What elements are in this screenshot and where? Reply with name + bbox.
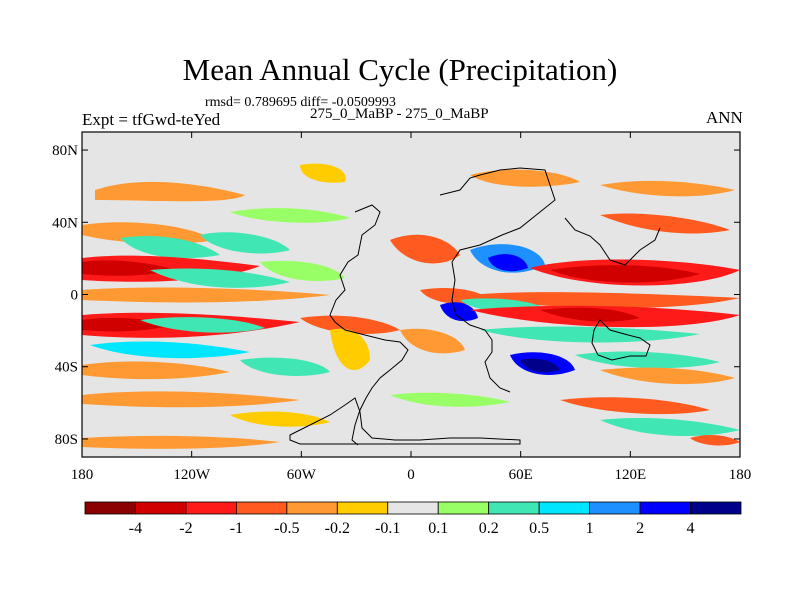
outline-americas	[329, 204, 409, 446]
colorbar-label: 0.1	[428, 520, 448, 537]
anomaly-blob	[82, 391, 300, 408]
map-plot: 180 120W 60W 0 60E 120E 180 80N 40N 0 40S 80S	[52, 131, 752, 483]
anomaly-blob	[200, 232, 290, 254]
lat-tick-label: 40N	[52, 215, 78, 231]
anomaly-blob	[600, 213, 730, 234]
anomaly-blob	[600, 418, 740, 436]
anomaly-blob	[390, 234, 460, 264]
colorbar-swatch	[639, 501, 691, 515]
colorbar-swatch	[235, 501, 288, 515]
longitude-axis: 180 120W 60W 0 60E 120E 180	[71, 132, 752, 483]
colorbar-label: 0.5	[529, 520, 549, 537]
colorbar-label: 1	[586, 520, 594, 537]
colorbar-label: -0.2	[325, 520, 350, 537]
anomaly-blob	[540, 307, 640, 322]
anomaly-blob	[520, 358, 560, 373]
anomaly-blob	[95, 181, 245, 202]
colorbar-swatch	[84, 501, 136, 515]
lon-tick-label: 180	[71, 467, 94, 483]
plot-title: Mean Annual Cycle (Precipitation)	[182, 52, 618, 87]
anomaly-blob	[82, 287, 330, 303]
colorbar-swatch	[286, 501, 338, 515]
anomaly-blob	[82, 361, 230, 380]
lat-tick-label: 40S	[55, 360, 78, 376]
colorbar: -4 -2 -1 -0.5 -0.2 -0.1 0.1 0.2 0.5 1 2 4	[84, 501, 742, 537]
experiment-label: Expt = tfGwd-teYed	[82, 110, 221, 129]
outline-antarctica	[289, 397, 521, 445]
colorbar-swatch	[387, 501, 439, 515]
colorbar-swatch	[488, 501, 540, 515]
lat-tick-label: 80N	[52, 143, 78, 159]
anomaly-blob	[120, 235, 220, 259]
colorbar-swatch	[589, 501, 641, 515]
anomaly-blob	[90, 341, 250, 359]
anomaly-blob	[600, 180, 735, 197]
outline-africa-europe	[439, 167, 556, 393]
lon-tick-label: 60E	[509, 467, 533, 483]
anomaly-blob	[82, 222, 215, 244]
colorbar-swatch	[185, 501, 237, 515]
anomaly-blob	[470, 169, 580, 187]
colorbar-label: -2	[179, 520, 192, 537]
anomaly-blob	[400, 328, 465, 354]
anomaly-blob	[260, 260, 345, 282]
anomaly-blob	[480, 326, 700, 343]
colorbar-swatch	[336, 501, 389, 515]
anomaly-blob	[690, 435, 740, 446]
colorbar-swatch	[437, 501, 490, 515]
anomaly-blob	[575, 351, 720, 369]
anomaly-blob	[390, 392, 510, 407]
lon-tick-label: 120E	[614, 467, 646, 483]
lat-tick-label: 0	[71, 288, 79, 304]
anomaly-blob	[600, 367, 735, 385]
anomaly-blob	[488, 254, 528, 272]
precipitation-field	[82, 163, 740, 449]
colorbar-label: -4	[129, 520, 142, 537]
colorbar-swatch	[690, 501, 742, 515]
anomaly-blob	[230, 208, 350, 223]
season-label: ANN	[706, 108, 743, 127]
colorbar-swatch	[135, 501, 187, 515]
land-outlines	[289, 167, 661, 446]
latitude-axis: 80N 40N 0 40S 80S	[52, 143, 740, 448]
anomaly-blob	[300, 315, 400, 334]
anomaly-blob	[150, 268, 290, 288]
lon-tick-label: 60W	[287, 467, 317, 483]
outline-australia	[591, 319, 651, 361]
lon-tick-label: 0	[407, 467, 415, 483]
anomaly-blob	[550, 265, 700, 283]
anomaly-blob	[230, 411, 330, 427]
lat-tick-label: 80S	[55, 432, 78, 448]
colorbar-label: -1	[230, 520, 243, 537]
anomaly-blob	[82, 435, 280, 449]
anomaly-blob	[140, 317, 265, 333]
anomaly-blob	[440, 302, 478, 322]
anomaly-blob	[82, 260, 175, 276]
colorbar-label: 2	[636, 520, 644, 537]
anomaly-blob	[330, 328, 370, 370]
anomaly-blob	[300, 163, 346, 183]
anomaly-blob	[470, 292, 740, 309]
colorbar-swatch	[538, 501, 591, 515]
outline-asia	[564, 217, 661, 266]
colorbar-label: 0.2	[479, 520, 499, 537]
stats-subtitle: rmsd= 0.789695 diff= -0.0509993	[205, 95, 396, 110]
anomaly-blob	[560, 397, 710, 415]
lon-tick-label: 180	[729, 467, 752, 483]
colorbar-label: 4	[687, 520, 695, 537]
anomaly-blob	[240, 357, 330, 376]
cases-subtitle: 275_0_MaBP - 275_0_MaBP	[310, 106, 489, 122]
lon-tick-label: 120W	[173, 467, 211, 483]
colorbar-label: -0.5	[274, 520, 299, 537]
colorbar-label: -0.1	[375, 520, 400, 537]
